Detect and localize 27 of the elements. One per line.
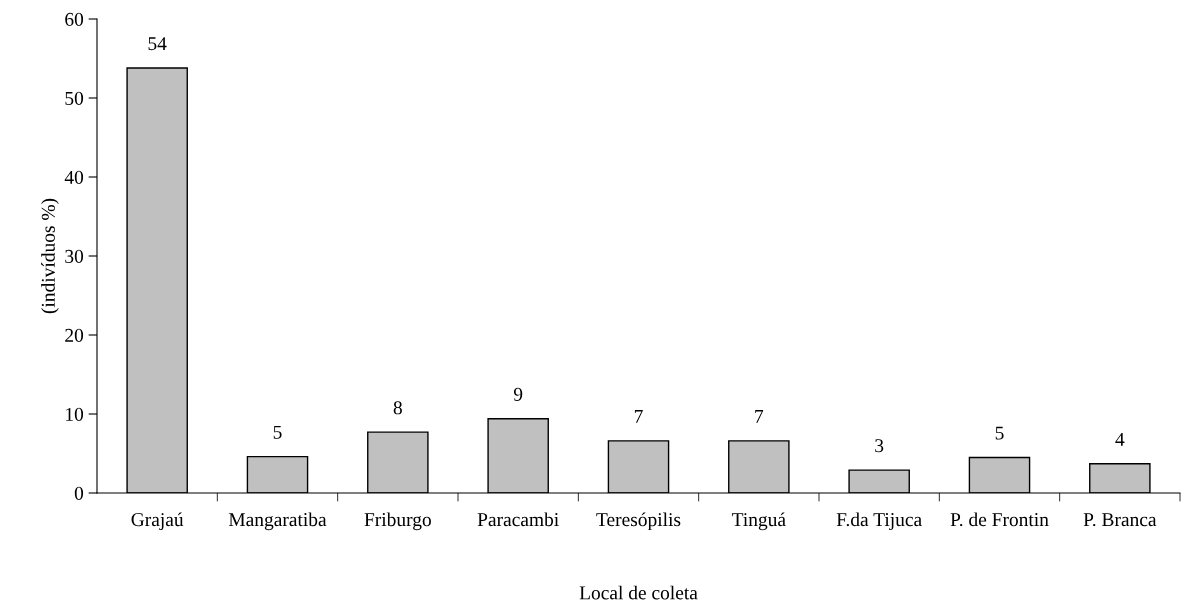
x-tick-label: P. Branca [1083, 513, 1157, 527]
x-tick-label: Mangaratiba [228, 512, 327, 531]
x-tick-label: Teresópilis [596, 512, 681, 531]
y-tick-label: 30 [65, 249, 84, 263]
data-label: 5 [273, 425, 282, 439]
data-label: 8 [393, 401, 402, 415]
data-label: 3 [875, 439, 884, 453]
data-label: 54 [148, 37, 167, 51]
y-tick-label: 60 [65, 12, 84, 26]
data-label: 4 [1115, 432, 1125, 446]
x-tick-label: Paracambi [477, 512, 559, 527]
y-tick-label: 40 [64, 170, 84, 184]
y-tick-label: 50 [65, 91, 84, 105]
x-tick-label: Grajaú [131, 512, 184, 531]
x-tick-label: Friburgo [364, 512, 431, 531]
x-axis-title: Local de coleta [579, 585, 698, 600]
y-tick-label: 20 [65, 328, 84, 342]
data-label: 5 [995, 426, 1004, 440]
x-tick-label: F.da Tijuca [836, 512, 922, 531]
data-label: 7 [634, 410, 643, 423]
data-label: 9 [513, 387, 523, 401]
y-axis-title: (indivíduos %) [41, 198, 59, 314]
x-tick-label: Tinguá [731, 512, 786, 531]
y-tick-label: 0 [74, 486, 84, 500]
data-label: 7 [755, 410, 764, 423]
x-tick-label: P. de Frontin [950, 512, 1049, 527]
y-tick-label: 10 [66, 407, 84, 421]
